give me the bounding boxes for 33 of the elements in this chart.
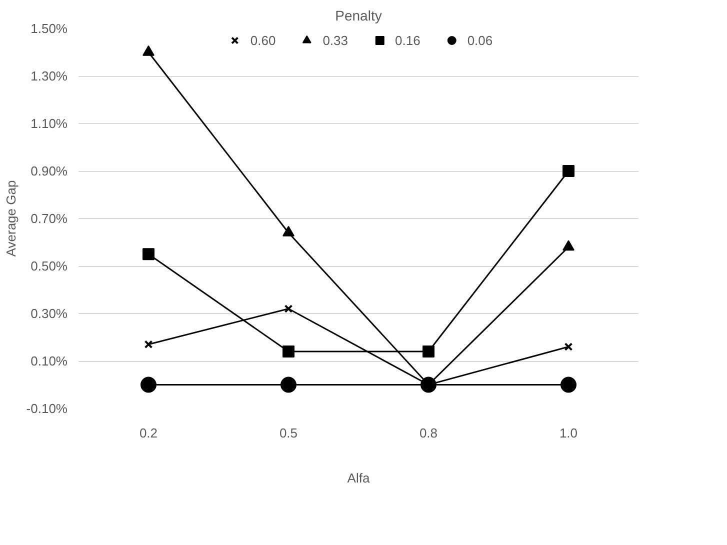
- y-tick-label: 1.30%: [30, 68, 68, 84]
- chart-title: Penalty: [335, 8, 382, 24]
- y-tick-label: 1.50%: [30, 21, 68, 36]
- x-tick-label: 0.2: [139, 426, 158, 440]
- y-tick-label: 0.50%: [30, 258, 68, 274]
- point: [282, 346, 294, 358]
- x-tick-label: 0.5: [279, 426, 298, 440]
- legend-label: 0.06: [467, 32, 493, 48]
- point: [284, 304, 293, 313]
- x-tick-label: 1.0: [559, 426, 578, 440]
- legend-label: 0.33: [322, 32, 348, 48]
- point: [422, 346, 434, 358]
- point: [562, 240, 574, 251]
- y-tick-label: 0.70%: [30, 211, 68, 226]
- y-axis-title: Average Gap: [3, 180, 18, 257]
- y-tick-label: 1.10%: [30, 116, 68, 131]
- point: [564, 342, 573, 351]
- y-tick-label: 0.10%: [30, 354, 68, 368]
- y-tick-label: -0.10%: [26, 401, 68, 416]
- point: [142, 45, 154, 56]
- point: [144, 340, 153, 349]
- point: [140, 376, 156, 393]
- legend-label: 0.60: [250, 32, 276, 48]
- legend-label: 0.16: [395, 32, 420, 48]
- point: [280, 376, 296, 393]
- y-tick-label: 0.90%: [30, 164, 68, 178]
- x-tick-label: 0.8: [419, 426, 438, 440]
- point: [562, 165, 574, 177]
- x-axis-title: Alfa: [347, 470, 370, 486]
- y-tick-label: 0.30%: [30, 306, 68, 321]
- point: [142, 248, 154, 260]
- point: [560, 376, 576, 393]
- point: [282, 226, 294, 236]
